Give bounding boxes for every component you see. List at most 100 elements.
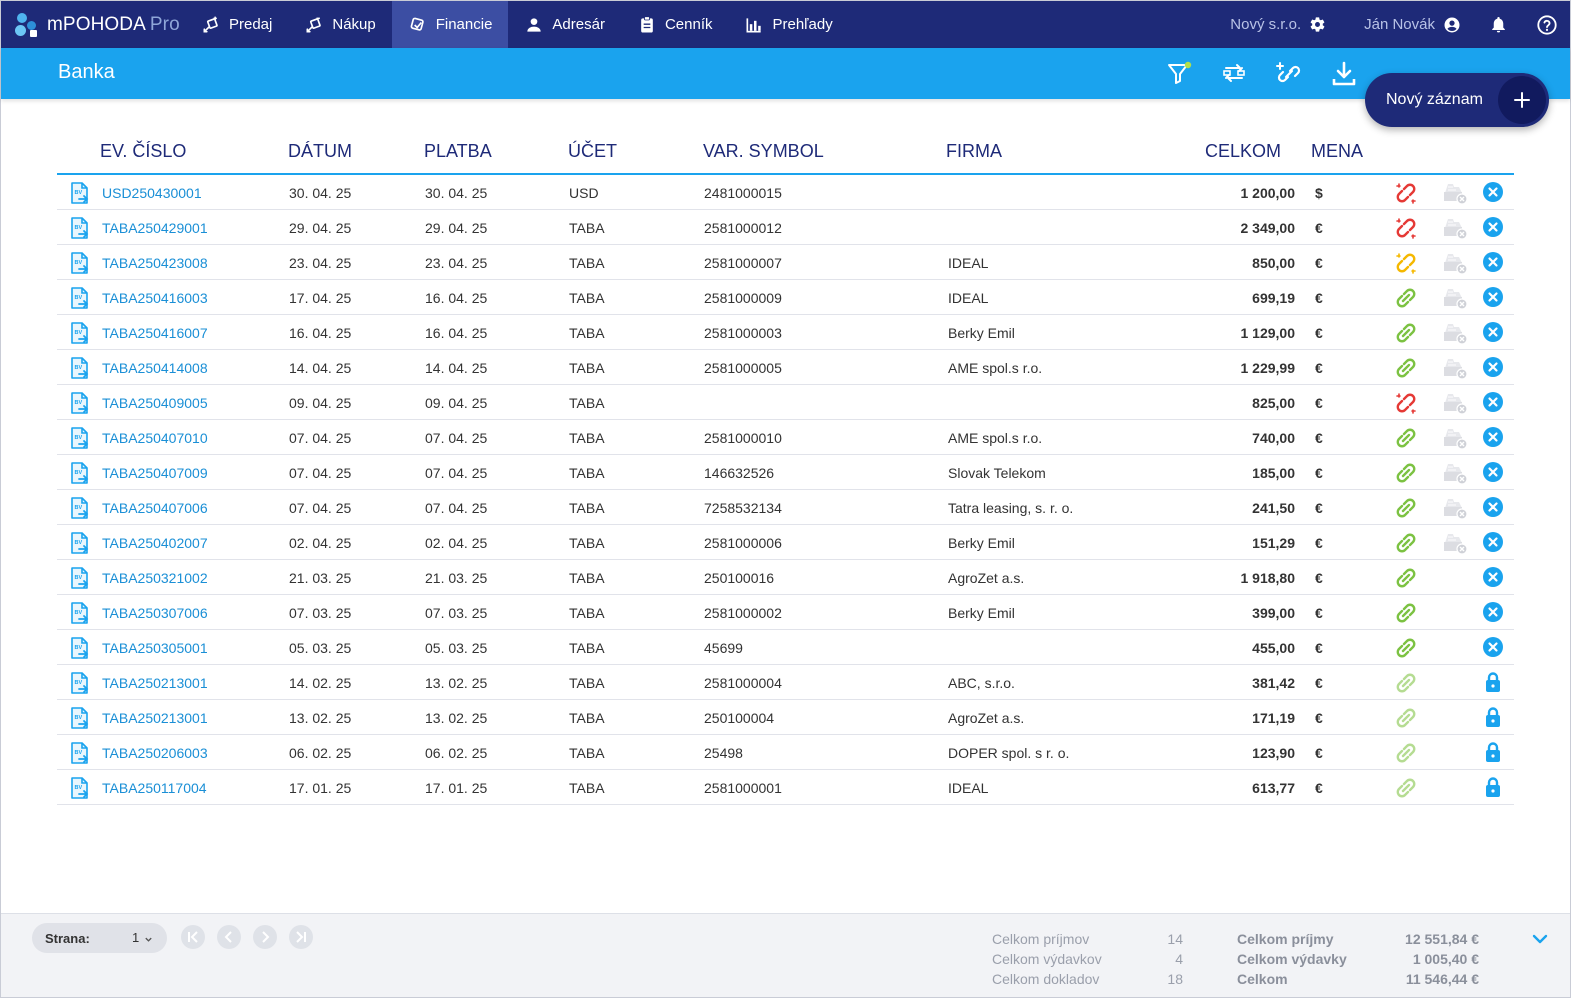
delete-icon[interactable]	[1482, 216, 1504, 241]
ev-cislo-link[interactable]: TABA250416007	[102, 325, 208, 341]
next-page-button[interactable]	[253, 925, 277, 949]
nav-item-6[interactable]: Prehľady	[728, 1, 848, 48]
nav-item-3[interactable]: Financie	[391, 1, 509, 48]
ev-cislo-link[interactable]: TABA250416003	[102, 290, 208, 306]
table-row[interactable]: BV TABA250117004 17. 01. 25 17. 01. 25 TABA 2…	[57, 770, 1514, 805]
delete-icon[interactable]	[1482, 636, 1504, 661]
ev-cislo-link[interactable]: TABA250414008	[102, 360, 208, 376]
notifications-button[interactable]	[1489, 15, 1508, 34]
table-row[interactable]: BV TABA250402007 02. 04. 25 02. 04. 25 TABA 2…	[57, 525, 1514, 560]
table-row[interactable]: BV TABA250416007 16. 04. 25 16. 04. 25 TABA 2…	[57, 315, 1514, 350]
app-logo[interactable]: mPOHODA Pro	[1, 1, 185, 48]
column-var-symbol[interactable]: VAR. SYMBOL	[703, 141, 824, 161]
delete-icon[interactable]	[1482, 321, 1504, 346]
bank-document-icon[interactable]: BV	[67, 321, 91, 348]
link-icon[interactable]	[1393, 495, 1419, 524]
link-icon[interactable]	[1393, 425, 1419, 454]
bank-document-icon[interactable]: BV	[67, 601, 91, 628]
table-row[interactable]: BV USD250430001 30. 04. 25 30. 04. 25 USD 248…	[57, 175, 1514, 210]
bank-document-icon[interactable]: BV	[67, 391, 91, 418]
column-firma[interactable]: FIRMA	[946, 141, 1002, 161]
link-icon[interactable]	[1393, 775, 1419, 804]
table-row[interactable]: BV TABA250305001 05. 03. 25 05. 03. 25 TABA 4…	[57, 630, 1514, 665]
link-icon[interactable]	[1393, 600, 1419, 629]
company-selector[interactable]: Nový s.r.o.	[1230, 16, 1326, 33]
column-datum[interactable]: DÁTUM	[288, 141, 352, 161]
delete-icon[interactable]	[1482, 251, 1504, 276]
table-row[interactable]: BV TABA250213001 14. 02. 25 13. 02. 25 TABA 2…	[57, 665, 1514, 700]
page-selector[interactable]: Strana: 1	[32, 923, 167, 953]
table-row[interactable]: BV TABA250423008 23. 04. 25 23. 04. 25 TABA 2…	[57, 245, 1514, 280]
ev-cislo-link[interactable]: TABA250407010	[102, 430, 208, 446]
table-row[interactable]: BV TABA250321002 21. 03. 25 21. 03. 25 TABA 2…	[57, 560, 1514, 595]
bank-document-icon[interactable]: BV	[67, 216, 91, 243]
link-icon[interactable]	[1393, 565, 1419, 594]
link-icon[interactable]	[1393, 530, 1419, 559]
ev-cislo-link[interactable]: TABA250206003	[102, 745, 208, 761]
delete-icon[interactable]	[1482, 601, 1504, 626]
link-icon[interactable]	[1393, 705, 1419, 734]
delete-icon[interactable]	[1482, 461, 1504, 486]
nav-item-5[interactable]: Cenník	[621, 1, 729, 48]
delete-icon[interactable]	[1482, 181, 1504, 206]
delete-icon[interactable]	[1482, 566, 1504, 591]
help-button[interactable]	[1536, 14, 1558, 36]
table-row[interactable]: BV TABA250409005 09. 04. 25 09. 04. 25 TABA 8…	[57, 385, 1514, 420]
prev-page-button[interactable]	[217, 925, 241, 949]
ev-cislo-link[interactable]: TABA250305001	[102, 640, 208, 656]
ev-cislo-link[interactable]: TABA250407006	[102, 500, 208, 516]
link-broken-icon[interactable]	[1393, 215, 1419, 244]
delete-icon[interactable]	[1482, 286, 1504, 311]
link-icon[interactable]	[1393, 285, 1419, 314]
transfer-button[interactable]	[1206, 60, 1261, 88]
download-button[interactable]	[1316, 60, 1371, 88]
table-row[interactable]: BV TABA250414008 14. 04. 25 14. 04. 25 TABA 2…	[57, 350, 1514, 385]
delete-icon[interactable]	[1482, 496, 1504, 521]
ev-cislo-link[interactable]: TABA250321002	[102, 570, 208, 586]
ev-cislo-link[interactable]: TABA250429001	[102, 220, 208, 236]
bank-document-icon[interactable]: BV	[67, 461, 91, 488]
link-icon[interactable]	[1393, 670, 1419, 699]
nav-item-1[interactable]: Predaj	[185, 1, 288, 48]
bank-document-icon[interactable]: BV	[67, 671, 91, 698]
link-broken-icon[interactable]	[1393, 390, 1419, 419]
ev-cislo-link[interactable]: TABA250213001	[102, 675, 208, 691]
delete-icon[interactable]	[1482, 391, 1504, 416]
collapse-footer-button[interactable]	[1528, 927, 1552, 956]
user-menu[interactable]: Ján Novák	[1364, 16, 1461, 34]
bank-document-icon[interactable]: BV	[67, 251, 91, 278]
table-row[interactable]: BV TABA250429001 29. 04. 25 29. 04. 25 TABA 2…	[57, 210, 1514, 245]
table-row[interactable]: BV TABA250307006 07. 03. 25 07. 03. 25 TABA 2…	[57, 595, 1514, 630]
link-icon[interactable]	[1393, 320, 1419, 349]
delete-icon[interactable]	[1482, 531, 1504, 556]
link-broken-icon[interactable]	[1393, 250, 1419, 279]
bank-document-icon[interactable]: BV	[67, 181, 91, 208]
column-ucet[interactable]: ÚČET	[568, 141, 617, 161]
link-icon[interactable]	[1393, 740, 1419, 769]
nav-item-4[interactable]: Adresár	[508, 1, 621, 48]
table-row[interactable]: BV TABA250206003 06. 02. 25 06. 02. 25 TABA 2…	[57, 735, 1514, 770]
bank-document-icon[interactable]: BV	[67, 531, 91, 558]
column-platba[interactable]: PLATBA	[424, 141, 492, 161]
column-mena[interactable]: MENA	[1311, 141, 1364, 161]
link-icon[interactable]	[1393, 635, 1419, 664]
filter-button[interactable]	[1151, 60, 1206, 88]
link-broken-icon[interactable]	[1393, 180, 1419, 209]
bank-document-icon[interactable]: BV	[67, 636, 91, 663]
new-record-button[interactable]: Nový záznam	[1365, 73, 1549, 127]
delete-icon[interactable]	[1482, 426, 1504, 451]
link-icon[interactable]	[1393, 355, 1419, 384]
bank-document-icon[interactable]: BV	[67, 286, 91, 313]
auto-pair-button[interactable]	[1261, 60, 1316, 88]
ev-cislo-link[interactable]: TABA250409005	[102, 395, 208, 411]
bank-document-icon[interactable]: BV	[67, 566, 91, 593]
ev-cislo-link[interactable]: TABA250423008	[102, 255, 208, 271]
link-icon[interactable]	[1393, 460, 1419, 489]
ev-cislo-link[interactable]: TABA250407009	[102, 465, 208, 481]
bank-document-icon[interactable]: BV	[67, 706, 91, 733]
nav-item-2[interactable]: Nákup	[288, 1, 391, 48]
table-row[interactable]: BV TABA250407006 07. 04. 25 07. 04. 25 TABA 7…	[57, 490, 1514, 525]
bank-document-icon[interactable]: BV	[67, 741, 91, 768]
table-row[interactable]: BV TABA250407010 07. 04. 25 07. 04. 25 TABA 2…	[57, 420, 1514, 455]
bank-document-icon[interactable]: BV	[67, 496, 91, 523]
